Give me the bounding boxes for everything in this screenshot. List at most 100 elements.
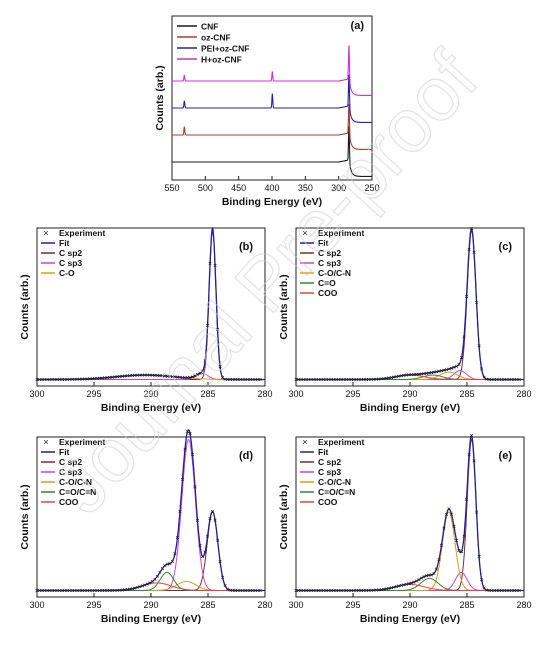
experiment-point xyxy=(319,377,323,382)
experiment-point xyxy=(296,377,301,382)
legend-label: Experiment xyxy=(59,228,105,238)
experiment-point xyxy=(63,377,67,381)
experiment-point xyxy=(457,362,461,367)
experiment-point xyxy=(42,377,47,382)
legend-label: Experiment xyxy=(318,228,364,238)
experiment-point xyxy=(118,588,122,592)
legend-label: C-O/C-N xyxy=(318,477,351,487)
experiment-point xyxy=(238,377,242,382)
experiment-point xyxy=(83,377,87,381)
experiment-point xyxy=(515,588,519,593)
experiment-point xyxy=(185,430,190,434)
legend-label: C sp2 xyxy=(59,248,82,258)
experiment-point xyxy=(367,377,371,381)
experiment-point xyxy=(449,512,454,516)
experiment-point xyxy=(339,588,343,593)
experiment-point xyxy=(108,375,112,379)
experiment-point xyxy=(419,372,423,376)
experiment-point xyxy=(422,575,426,579)
experiment-point xyxy=(98,588,102,593)
experiment-point xyxy=(256,377,260,382)
experiment-point xyxy=(329,588,333,593)
legend-label: C=O/C=N xyxy=(59,487,96,497)
experiment-point xyxy=(502,588,506,593)
experiment-point xyxy=(329,377,333,382)
experiment-point xyxy=(492,377,496,382)
experiment-point xyxy=(163,564,167,568)
y-axis-label: Counts (arb.) xyxy=(278,484,290,549)
experiment-point xyxy=(238,588,242,593)
experiment-point xyxy=(180,375,185,380)
legend-label: COO xyxy=(59,497,79,507)
experiment-point xyxy=(153,373,157,377)
series-line-oz-CNF xyxy=(172,104,372,150)
experiment-point xyxy=(178,375,182,379)
experiment-point xyxy=(409,581,413,585)
experiment-point xyxy=(153,577,157,581)
experiment-point xyxy=(195,518,200,522)
experiment-point xyxy=(221,575,225,579)
panel-c: 300 295 290 285 280 Binding Energy (eV) Counts… xyxy=(278,226,532,414)
experiment-point xyxy=(125,374,129,378)
experiment-point xyxy=(301,377,306,382)
experiment-point xyxy=(150,579,154,584)
experiment-point xyxy=(130,373,134,378)
experiment-point xyxy=(198,543,202,548)
experiment-point xyxy=(482,586,486,590)
experiment-point xyxy=(170,375,174,379)
experiment-point xyxy=(485,588,489,592)
experiment-point xyxy=(402,583,406,587)
experiment-point xyxy=(347,588,351,593)
experiment-point xyxy=(472,250,476,254)
experiment-point xyxy=(185,376,190,380)
experiment-point xyxy=(180,477,185,481)
experiment-point xyxy=(459,356,464,360)
experiment-point xyxy=(392,375,396,379)
experiment-point xyxy=(342,588,346,593)
legend-label: COO xyxy=(318,497,338,507)
component-C-O/C-N xyxy=(296,511,524,591)
experiment-point xyxy=(510,588,514,593)
experiment-point xyxy=(402,373,406,377)
experiment-point xyxy=(497,588,501,593)
experiment-point xyxy=(258,377,262,382)
experiment-point xyxy=(246,377,250,382)
experiment-point xyxy=(118,374,122,379)
experiment-point xyxy=(467,247,471,252)
experiment-point xyxy=(354,588,358,593)
experiment-point xyxy=(135,373,139,377)
experiment-point xyxy=(243,588,247,593)
experiment-point xyxy=(434,567,438,571)
experiment-point xyxy=(138,585,142,589)
x-tick-label: 350 xyxy=(298,183,313,193)
experiment-point xyxy=(372,588,376,592)
experiment-point xyxy=(490,588,494,593)
experiment-point xyxy=(143,373,147,377)
experiment-point xyxy=(470,226,474,231)
experiment-point xyxy=(70,377,74,381)
experiment-point xyxy=(233,588,237,593)
experiment-point xyxy=(170,559,174,563)
experiment-point xyxy=(309,588,313,593)
experiment-point xyxy=(95,376,99,380)
experiment-point xyxy=(190,452,195,456)
experiment-point xyxy=(399,583,403,587)
experiment-point xyxy=(332,588,336,593)
experiment-point xyxy=(50,377,54,382)
legend-label: Fit xyxy=(59,447,70,457)
experiment-point xyxy=(510,377,514,382)
experiment-point xyxy=(138,373,142,377)
experiment-point xyxy=(246,588,250,593)
experiment-point xyxy=(364,377,368,382)
legend-label: C sp3 xyxy=(318,258,341,268)
x-tick-label: 250 xyxy=(364,183,379,193)
experiment-point xyxy=(150,373,154,377)
panel-label: (a) xyxy=(351,20,365,32)
experiment-point xyxy=(155,574,159,578)
x-tick-label: 290 xyxy=(402,389,417,399)
y-axis-label: Counts (arb.) xyxy=(19,484,31,549)
experiment-point xyxy=(442,368,446,372)
experiment-point xyxy=(314,377,318,382)
x-tick-label: 295 xyxy=(86,389,101,399)
experiment-point xyxy=(168,561,172,566)
